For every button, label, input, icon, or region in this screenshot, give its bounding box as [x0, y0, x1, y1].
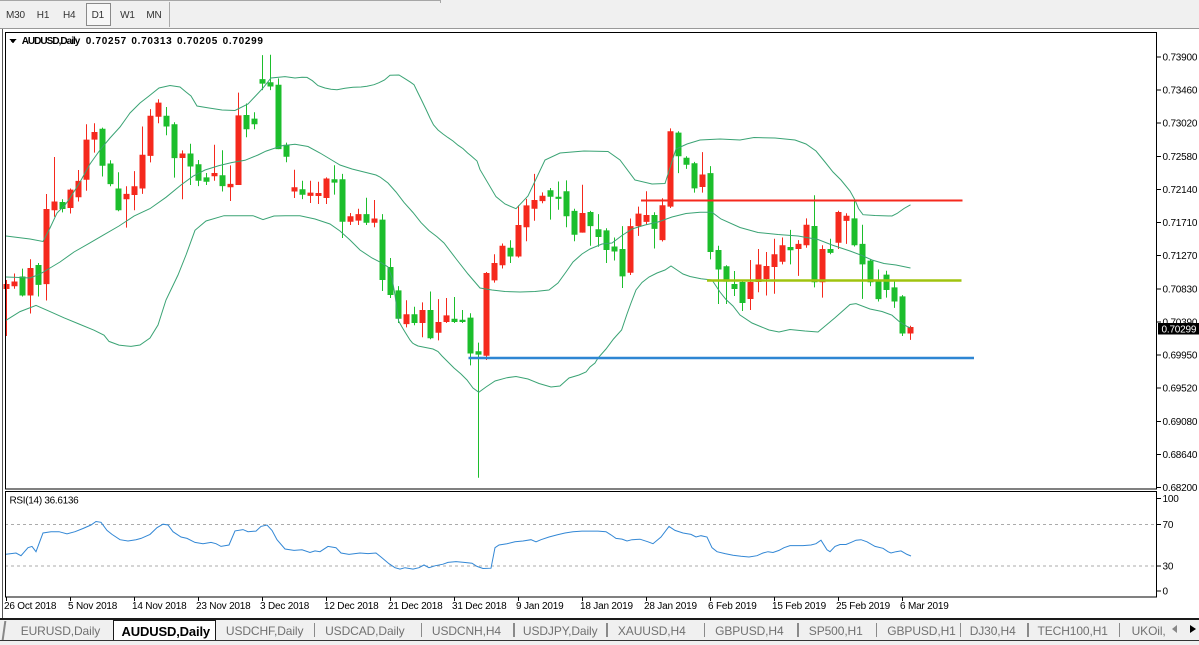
svg-text:18 Jan 2019: 18 Jan 2019 [580, 601, 633, 612]
svg-text:0.72580: 0.72580 [1163, 152, 1198, 163]
svg-text:100: 100 [1163, 494, 1180, 505]
svg-text:30: 30 [1163, 562, 1174, 573]
svg-text:14 Nov 2018: 14 Nov 2018 [132, 601, 187, 612]
svg-text:0.70313: 0.70313 [131, 36, 172, 47]
svg-text:9 Jan 2019: 9 Jan 2019 [516, 601, 564, 612]
svg-text:15 Feb 2019: 15 Feb 2019 [772, 601, 827, 612]
svg-text:31 Dec 2018: 31 Dec 2018 [452, 601, 507, 612]
svg-text:0.68200: 0.68200 [1163, 483, 1198, 494]
svg-text:0.70257: 0.70257 [86, 36, 127, 47]
svg-text:AUDUSD,Daily: AUDUSD,Daily [22, 36, 81, 47]
svg-text:0.73460: 0.73460 [1163, 86, 1198, 97]
svg-text:0.73020: 0.73020 [1163, 119, 1198, 130]
svg-text:0.69950: 0.69950 [1163, 351, 1198, 362]
svg-text:0.70390: 0.70390 [1163, 317, 1198, 328]
svg-text:RSI(14) 36.6136: RSI(14) 36.6136 [10, 496, 80, 507]
svg-text:70: 70 [1163, 520, 1174, 531]
svg-text:0.72140: 0.72140 [1163, 185, 1198, 196]
svg-text:0.70205: 0.70205 [177, 36, 218, 47]
svg-text:26 Oct 2018: 26 Oct 2018 [4, 601, 57, 612]
svg-text:0.68640: 0.68640 [1163, 450, 1198, 461]
svg-text:6 Feb 2019: 6 Feb 2019 [708, 601, 757, 612]
svg-text:28 Jan 2019: 28 Jan 2019 [644, 601, 697, 612]
svg-text:0.70299: 0.70299 [223, 36, 264, 47]
svg-text:25 Feb 2019: 25 Feb 2019 [836, 601, 891, 612]
svg-text:0.69080: 0.69080 [1163, 417, 1198, 428]
svg-text:12 Dec 2018: 12 Dec 2018 [324, 601, 379, 612]
svg-text:5 Nov 2018: 5 Nov 2018 [68, 601, 118, 612]
svg-text:21 Dec 2018: 21 Dec 2018 [388, 601, 443, 612]
svg-text:0.70830: 0.70830 [1163, 284, 1198, 295]
svg-text:0.69520: 0.69520 [1163, 384, 1198, 395]
svg-text:6 Mar 2019: 6 Mar 2019 [900, 601, 949, 612]
svg-text:3 Dec 2018: 3 Dec 2018 [260, 601, 310, 612]
svg-text:0.73900: 0.73900 [1163, 52, 1198, 63]
svg-text:0.71270: 0.71270 [1163, 251, 1198, 262]
svg-text:0: 0 [1163, 587, 1169, 598]
svg-text:0.71710: 0.71710 [1163, 218, 1198, 229]
svg-text:0.70299: 0.70299 [1162, 324, 1197, 335]
svg-text:23 Nov 2018: 23 Nov 2018 [196, 601, 251, 612]
